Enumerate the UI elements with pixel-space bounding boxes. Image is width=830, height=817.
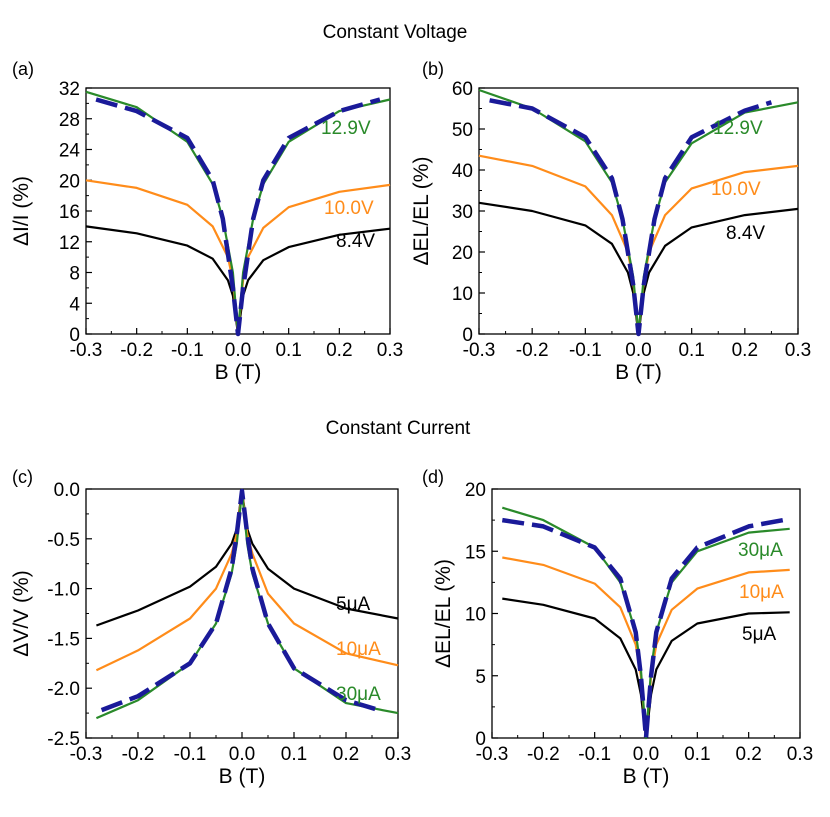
y-tick-label: 12 — [59, 233, 80, 254]
series-label: 10.0V — [324, 198, 374, 219]
chart-panel-d: -0.3 -0.2 -0.1 0.0 0.1 0.2 0.3 0 5 10 15 20 B (T) ΔEL… — [422, 467, 813, 788]
y-tick-label: -0.5 — [47, 530, 80, 551]
y-tick-label: 0 — [69, 325, 80, 346]
y-tick-label: 5 — [475, 667, 486, 688]
y-tick-label: 15 — [465, 542, 486, 563]
series-label: 10μA — [336, 639, 381, 660]
x-tick-label: 0.1 — [275, 340, 301, 361]
x-tick-label: 0.0 — [633, 744, 659, 765]
series-label: 8.4V — [726, 223, 765, 244]
x-axis-label: B (T) — [215, 361, 262, 384]
x-tick-label: 0.2 — [735, 744, 761, 765]
series-label: 30μA — [738, 540, 783, 561]
x-tick-label: 0.2 — [333, 744, 359, 765]
fit-curve-line — [489, 98, 773, 337]
x-tick-label: -0.2 — [120, 340, 153, 361]
y-tick-label: 40 — [452, 161, 473, 182]
x-tick-label: 0.1 — [281, 744, 307, 765]
panel-label: (a) — [12, 59, 34, 79]
series-label: 10.0V — [711, 179, 761, 200]
x-tick-label: 0.0 — [225, 340, 251, 361]
x-tick-label: 0.3 — [385, 744, 411, 765]
y-tick-label: 32 — [59, 79, 80, 100]
x-tick-label: -0.1 — [578, 744, 611, 765]
y-axis-label: ΔEL/EL (%) — [410, 157, 433, 266]
fit-curve-line — [100, 488, 384, 714]
y-axis-label: ΔI/I (%) — [10, 176, 33, 246]
x-tick-label: -0.2 — [122, 744, 155, 765]
y-tick-label: 24 — [59, 141, 81, 162]
x-tick-label: -0.1 — [174, 744, 207, 765]
section-title-constant-voltage: Constant Voltage — [323, 22, 468, 43]
x-tick-label: -0.2 — [527, 744, 560, 765]
section-title-constant-current: Constant Current — [326, 418, 471, 439]
y-tick-label: 16 — [59, 202, 80, 223]
x-tick-label: 0.3 — [787, 744, 813, 765]
series-label: 8.4V — [336, 231, 375, 252]
panels: -0.3 -0.2 -0.1 0.0 0.1 0.2 0.3 0 4 8 12 16 20 24 28 32 B… — [10, 59, 813, 788]
y-tick-label: 8 — [69, 264, 80, 285]
x-tick-label: 0.2 — [326, 340, 352, 361]
series-label: 5μA — [742, 624, 777, 645]
y-tick-label: 10 — [452, 284, 473, 305]
x-tick-label: -0.3 — [463, 340, 496, 361]
x-axis-label: B (T) — [623, 765, 670, 788]
y-tick-label: 20 — [59, 171, 80, 192]
y-tick-label: 20 — [465, 480, 486, 501]
y-axis-label: ΔV/V (%) — [10, 570, 33, 656]
series-label: 10μA — [739, 582, 784, 603]
y-tick-label: 30 — [452, 202, 473, 223]
x-axis-label: B (T) — [219, 765, 266, 788]
panel-label: (c) — [12, 467, 33, 487]
x-tick-label: 0.1 — [684, 744, 710, 765]
y-tick-label: -1.0 — [47, 580, 80, 601]
chart-panel-b: -0.3 -0.2 -0.1 0.0 0.1 0.2 0.3 0 10 20 30 40 50 60 B (… — [410, 59, 811, 384]
panel-label: (d) — [422, 467, 444, 487]
y-tick-label: 20 — [452, 243, 473, 264]
y-tick-label: 50 — [452, 120, 473, 141]
y-tick-label: 10 — [465, 605, 486, 626]
x-tick-label: -0.3 — [70, 744, 103, 765]
x-tick-label: 0.1 — [678, 340, 704, 361]
y-tick-label: -1.5 — [47, 629, 80, 650]
y-tick-label: 0 — [462, 325, 473, 346]
x-tick-label: 0.2 — [732, 340, 758, 361]
y-tick-label: 28 — [59, 110, 80, 131]
series-label: 12.9V — [713, 118, 763, 139]
fit-curve-line — [501, 516, 791, 741]
y-tick-label: -2.0 — [47, 679, 80, 700]
x-tick-label: -0.3 — [70, 340, 103, 361]
y-tick-label: 4 — [69, 294, 80, 315]
series-label: 30μA — [336, 684, 381, 705]
x-axis-label: B (T) — [615, 361, 662, 384]
chart-panel-c: -0.3 -0.2 -0.1 0.0 0.1 0.2 0.3 0.0 -0.5 -1.0 -1.5 -… — [10, 467, 411, 788]
x-tick-label: -0.2 — [516, 340, 549, 361]
x-tick-label: 0.0 — [229, 744, 255, 765]
x-tick-label: -0.1 — [569, 340, 602, 361]
series-label: 12.9V — [321, 118, 371, 139]
y-tick-label: 60 — [452, 79, 473, 100]
y-tick-label: -2.5 — [47, 729, 80, 750]
y-axis-label: ΔEL/EL (%) — [432, 559, 455, 668]
x-tick-label: 0.3 — [377, 340, 403, 361]
y-tick-label: 0 — [475, 729, 486, 750]
y-tick-label: 0.0 — [54, 480, 80, 501]
x-tick-label: 0.0 — [625, 340, 651, 361]
series-label: 5μA — [336, 594, 371, 615]
chart-panel-a: -0.3 -0.2 -0.1 0.0 0.1 0.2 0.3 0 4 8 12 16 20 24 28 32 B… — [10, 59, 403, 384]
x-tick-label: -0.1 — [171, 340, 204, 361]
fit-curve-line — [95, 97, 381, 337]
panel-label: (b) — [422, 59, 444, 79]
x-tick-label: 0.3 — [785, 340, 811, 361]
x-tick-label: -0.3 — [476, 744, 509, 765]
